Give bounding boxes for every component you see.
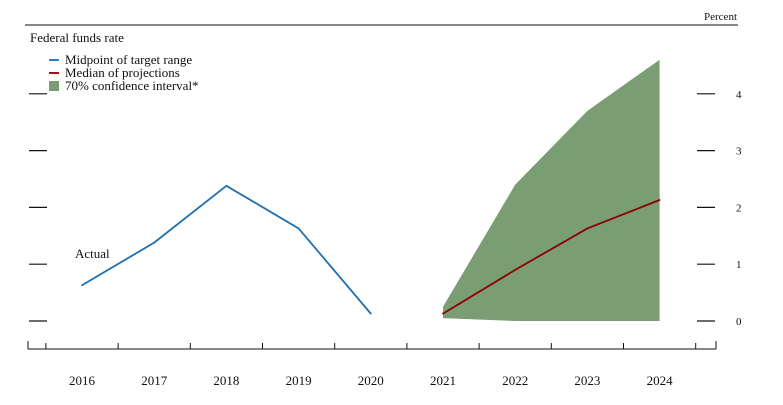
series-point-median-2023 <box>586 227 589 230</box>
chart-title: Federal funds rate <box>30 30 124 45</box>
x-tick-label-2023: 2023 <box>574 373 600 388</box>
series-point-actual-2019 <box>297 227 300 230</box>
plot-area <box>81 59 661 321</box>
x-tick-label-2016: 2016 <box>69 373 96 388</box>
series-line-actual <box>81 184 372 315</box>
legend-swatch-confidence <box>49 81 59 91</box>
y-axis-ticks: 0 1 2 3 4 <box>29 89 742 328</box>
legend-label-midpoint: Midpoint of target range <box>65 52 192 67</box>
y-tick-label-0: 0 <box>736 316 742 328</box>
legend: Midpoint of target range Median of proje… <box>49 52 199 93</box>
series-point-actual-2018 <box>225 184 228 187</box>
y-tick-label-2: 2 <box>736 202 742 214</box>
legend-label-median: Median of projections <box>65 65 180 80</box>
series-point-median-2024 <box>658 199 661 201</box>
annotation-actual: Actual <box>75 246 110 261</box>
series-line-median <box>442 199 660 315</box>
x-tick-label-2020: 2020 <box>358 373 384 388</box>
series-point-actual-2020 <box>369 312 372 315</box>
series-point-actual-2017 <box>153 241 156 244</box>
x-tick-label-2019: 2019 <box>286 373 312 388</box>
x-tick-label-2024: 2024 <box>647 373 674 388</box>
y-tick-label-3: 3 <box>736 146 742 158</box>
y-tick-label-4: 4 <box>736 89 742 101</box>
series-point-actual-2016 <box>81 284 83 287</box>
x-tick-label-2018: 2018 <box>213 373 239 388</box>
x-tick-label-2022: 2022 <box>502 373 528 388</box>
series-point-median-2022 <box>514 268 517 271</box>
x-tick-label-2021: 2021 <box>430 373 456 388</box>
x-tick-label-2017: 2017 <box>141 373 168 388</box>
unit-label: Percent <box>704 11 737 23</box>
series-point-median-2021 <box>442 312 444 315</box>
legend-label-confidence: 70% confidence interval* <box>65 78 199 93</box>
y-tick-label-1: 1 <box>736 259 742 271</box>
confidence-band <box>443 59 660 321</box>
x-axis: 2016 2017 2018 2019 2020 2021 2022 2023 2024 <box>27 341 717 388</box>
